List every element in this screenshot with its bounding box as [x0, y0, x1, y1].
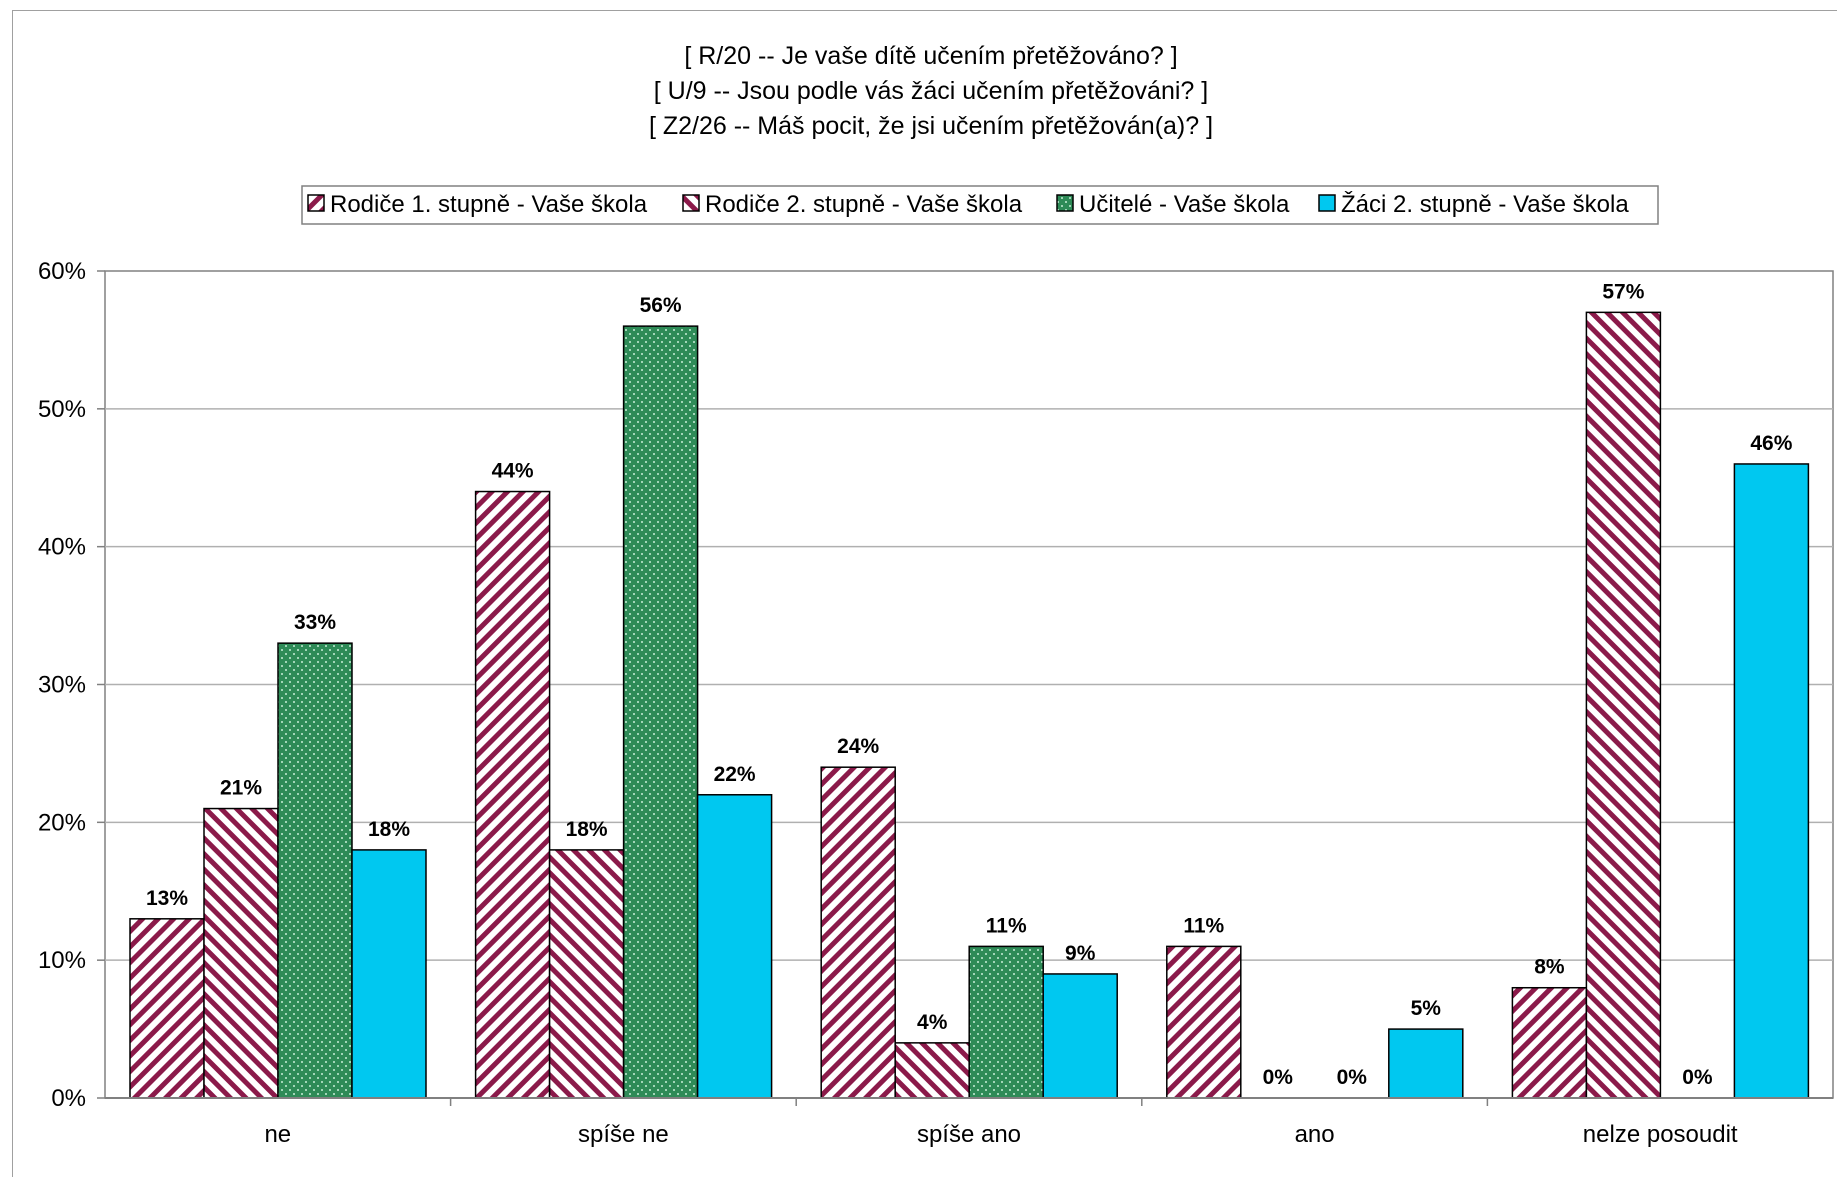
axes: 0% 10% 20% 30% 40% 50% 60% ne spíše ne spíše ano a… [38, 258, 1833, 1148]
bar [1733, 463, 1810, 1099]
legend-label: Rodiče 2. stupně - Vaše škola [705, 191, 1023, 218]
bar-data-label: 18% [368, 818, 410, 841]
bar-data-label: 11% [986, 914, 1027, 937]
bar-data-label: 57% [1602, 280, 1644, 303]
legend-swatch [1056, 194, 1074, 212]
data-labels: 13% 21% 33% 18% 44% 18% 56% 22% 24% 4% 11% 9% 11% 0% 0… [146, 280, 1793, 1089]
y-tick-label: 10% [38, 947, 86, 974]
bar-data-label: 46% [1750, 432, 1792, 455]
bar-data-label: 56% [640, 294, 682, 317]
bar [1511, 986, 1588, 1099]
bar-data-label: 0% [1682, 1066, 1713, 1089]
bar [203, 807, 279, 1099]
bar-data-label: 4% [917, 1011, 948, 1034]
bar-data-label: 33% [294, 611, 336, 634]
y-tick-label: 0% [51, 1085, 86, 1112]
bar-data-label: 24% [837, 735, 879, 758]
chart-title-line-1: [ R/20 -- Je vaše dítě učením přetěžován… [684, 42, 1177, 70]
bar [1166, 945, 1242, 1099]
bar [351, 849, 427, 1099]
bar [622, 325, 699, 1099]
bar [129, 918, 205, 1099]
bar [1585, 311, 1662, 1099]
bar-data-label: 5% [1411, 997, 1442, 1020]
legend-box [301, 185, 1659, 225]
bar [277, 642, 353, 1099]
bar-data-label: 8% [1534, 956, 1565, 979]
legend-label: Rodiče 1. stupně - Vaše škola [330, 191, 648, 218]
bar [894, 1042, 970, 1099]
bar [820, 766, 896, 1099]
legend-swatch [1318, 194, 1336, 212]
bar-data-label: 21% [220, 777, 262, 800]
bar-data-label: 11% [1183, 914, 1224, 937]
bar-data-label: 9% [1065, 942, 1096, 965]
bar [1042, 973, 1118, 1099]
y-tick-label: 50% [38, 396, 86, 423]
y-tick-label: 20% [38, 809, 86, 836]
bar [968, 945, 1044, 1099]
chart-title: [ R/20 -- Je vaše dítě učením přetěžován… [649, 42, 1213, 140]
legend-swatch [682, 194, 700, 212]
bar [1388, 1028, 1464, 1099]
x-category-label: ano [1295, 1121, 1335, 1148]
bar [696, 794, 773, 1099]
y-tick-label: 30% [38, 672, 86, 699]
bar-data-label: 18% [566, 818, 608, 841]
x-category-label: ne [264, 1121, 291, 1148]
chart-title-line-3: [ Z2/26 -- Máš pocit, že jsi učením přet… [649, 112, 1213, 140]
x-category-label: spíše ano [917, 1121, 1021, 1148]
legend-label: Žáci 2. stupně - Vaše škola [1341, 191, 1629, 218]
legend-swatch [307, 194, 325, 212]
bar-data-label: 13% [146, 887, 188, 910]
y-tick-label: 40% [38, 534, 86, 561]
legend-label: Učitelé - Vaše škola [1079, 191, 1290, 218]
y-tick-label: 60% [38, 258, 86, 285]
x-category-label: nelze posoudit [1583, 1121, 1738, 1148]
chart-frame [12, 10, 1837, 1177]
chart-title-line-2: [ U/9 -- Jsou podle vás žáci učením přet… [654, 77, 1208, 105]
bar-data-label: 0% [1263, 1066, 1294, 1089]
bar [474, 490, 551, 1099]
bar-data-label: 44% [492, 460, 534, 483]
x-category-label: spíše ne [578, 1121, 669, 1148]
bar-data-label: 0% [1337, 1066, 1368, 1089]
legend: Rodiče 1. stupně - Vaše škola Rodiče 2. s… [301, 185, 1659, 225]
bar [548, 849, 625, 1099]
bar-data-label: 22% [714, 763, 756, 786]
